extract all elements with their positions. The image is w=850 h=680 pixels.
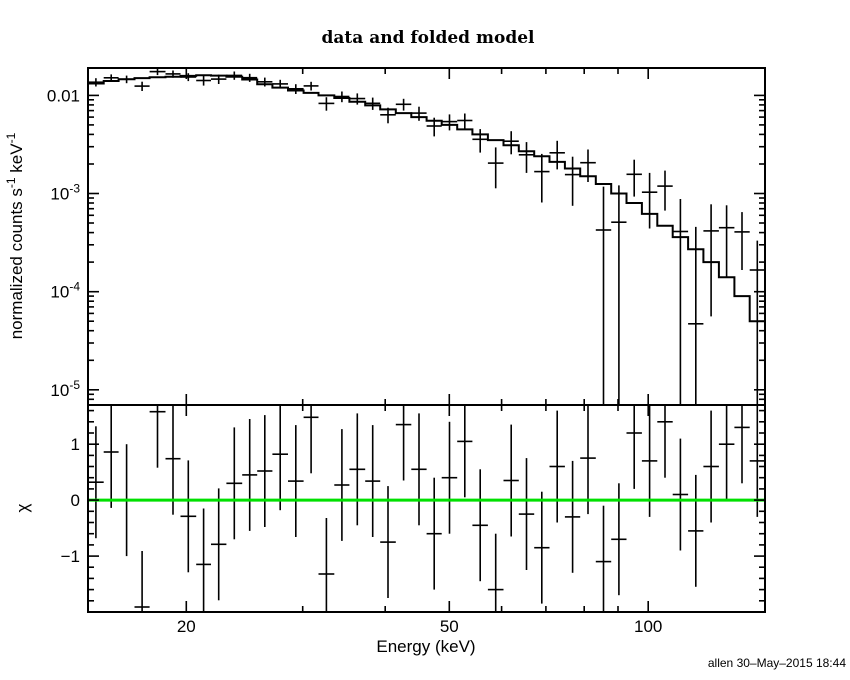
spectrum-data-points [88, 68, 765, 405]
timestamp: allen 30–May–2015 18:44 [708, 656, 846, 670]
y-axis-label-top: normalized counts s-1 keV-1 [4, 132, 26, 339]
x-axis-label: Energy (keV) [376, 637, 475, 656]
y-tick-label-top: 10-5 [50, 378, 80, 400]
bottom-panel-frame [87, 404, 766, 613]
plot-title: data and folded model [322, 28, 536, 48]
y-tick-label-top: 10-3 [50, 182, 80, 204]
tick-labels: 20 50 100 0.01 10-3 10-4 10-5 −1 0 1 [47, 86, 662, 636]
x-tick-label: 50 [440, 617, 459, 636]
x-tick-label: 100 [634, 617, 662, 636]
y-tick-label-top: 0.01 [47, 86, 80, 105]
y-tick-label-top: 10-4 [50, 280, 80, 302]
plot-content [88, 68, 765, 612]
model-histogram [88, 74, 765, 323]
axis-ticks [88, 68, 765, 612]
y-axis-label-bottom: χ [13, 503, 32, 512]
residual-data-points [88, 405, 765, 612]
y-tick-label-bottom: −1 [61, 547, 80, 566]
x-tick-label: 20 [177, 617, 196, 636]
y-tick-label-bottom: 1 [71, 435, 80, 454]
y-tick-label-bottom: 0 [71, 491, 80, 510]
